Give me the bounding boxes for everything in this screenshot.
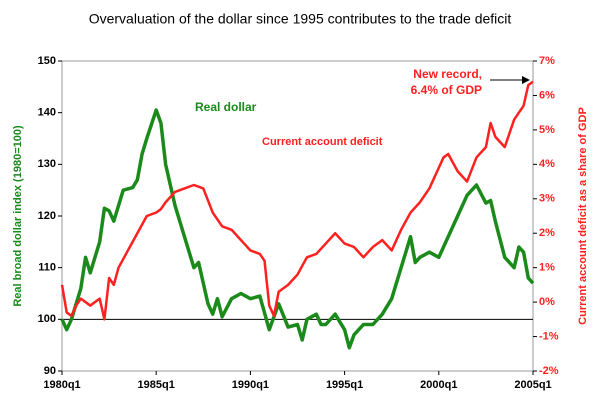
x-tick-label: 1980q1	[43, 379, 80, 391]
chart-title: Overvaluation of the dollar since 1995 c…	[89, 11, 512, 27]
y-tick-label: 150	[38, 55, 56, 67]
y-tick-label: 110	[38, 262, 56, 274]
y2-tick-label: 7%	[539, 55, 555, 67]
y2-tick-label: 0%	[539, 296, 555, 308]
series-line	[60, 108, 535, 350]
x-tick-label: 1995q1	[326, 379, 363, 391]
annotation: New record,	[413, 67, 482, 81]
x-tick-label: 2005q1	[514, 379, 551, 391]
y2-tick-label: 6%	[539, 89, 555, 101]
y2-tick-label: 1%	[539, 262, 555, 274]
y2-tick-label: 4%	[539, 158, 555, 170]
y2-axis-label: Current account deficit as a share of GD…	[577, 107, 589, 325]
x-tick-label: 1985q1	[138, 379, 175, 391]
y2-tick-label: -2%	[539, 365, 559, 377]
y-axis-label: Real broad dollar index (1980=100)	[12, 125, 24, 307]
annotation: Real dollar	[195, 100, 257, 114]
y2-tick-label: 2%	[539, 227, 555, 239]
y2-tick-label: 5%	[539, 124, 555, 136]
y2-tick-label: -1%	[539, 330, 559, 342]
y-tick-label: 90	[44, 365, 56, 377]
annotation: Current account deficit	[262, 136, 383, 148]
x-tick-label: 1990q1	[232, 379, 269, 391]
y-tick-label: 130	[38, 158, 56, 170]
y-tick-label: 140	[38, 107, 56, 119]
y-tick-label: 120	[38, 210, 56, 222]
y2-tick-label: 3%	[539, 193, 555, 205]
x-tick-label: 2000q1	[420, 379, 457, 391]
annotation: 6.4% of GDP	[411, 83, 482, 97]
series-line	[60, 80, 534, 321]
annotation-arrowhead	[522, 76, 530, 84]
y-tick-label: 100	[38, 313, 56, 325]
